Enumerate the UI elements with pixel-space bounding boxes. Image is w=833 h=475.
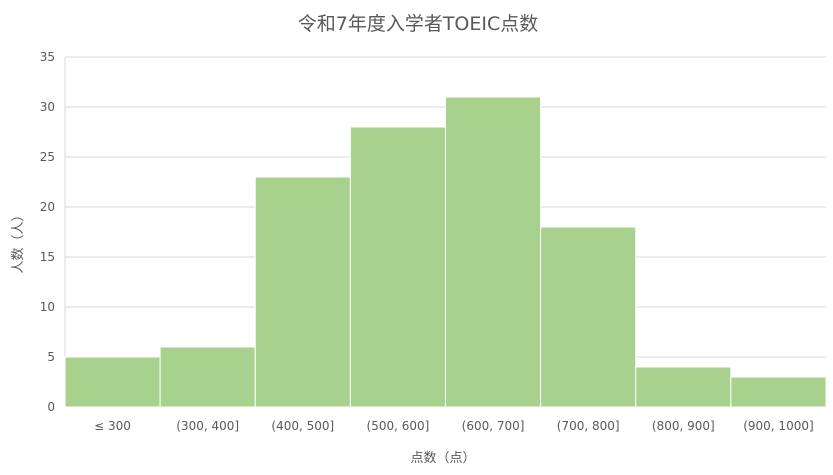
bar bbox=[730, 376, 827, 408]
x-tick-label: (400, 500] bbox=[271, 419, 334, 433]
bar bbox=[635, 366, 732, 408]
x-tick-label: (700, 800] bbox=[557, 419, 620, 433]
bars bbox=[64, 96, 827, 408]
x-axis-title: 点数（点） bbox=[410, 451, 475, 466]
bar bbox=[254, 176, 351, 408]
bar bbox=[159, 346, 256, 408]
bar bbox=[64, 356, 161, 408]
y-tick-label: 25 bbox=[40, 150, 55, 164]
bar bbox=[540, 226, 637, 408]
y-tick-label: 20 bbox=[40, 200, 55, 214]
y-tick-label: 5 bbox=[47, 350, 55, 364]
y-axis-title: 人数（人） bbox=[11, 208, 26, 273]
bar bbox=[349, 126, 446, 408]
x-tick-label: (300, 400] bbox=[176, 419, 239, 433]
y-tick-label: 35 bbox=[40, 50, 55, 64]
y-tick-labels: 0 5 10 15 20 25 30 35 bbox=[40, 50, 55, 414]
y-tick-label: 15 bbox=[40, 250, 55, 264]
x-tick-label: (500, 600] bbox=[367, 419, 430, 433]
x-tick-label: (800, 900] bbox=[652, 419, 715, 433]
chart-title: 令和7年度入学者TOEIC点数 bbox=[298, 13, 539, 35]
bar bbox=[445, 96, 542, 408]
y-tick-label: 0 bbox=[47, 400, 55, 414]
y-tick-label: 30 bbox=[40, 100, 55, 114]
x-tick-labels: ≤ 300 (300, 400] (400, 500] (500, 600] (600,… bbox=[94, 419, 813, 433]
x-tick-label: ≤ 300 bbox=[94, 419, 131, 433]
x-tick-label: (900, 1000] bbox=[743, 419, 813, 433]
x-tick-label: (600, 700] bbox=[462, 419, 525, 433]
y-tick-label: 10 bbox=[40, 300, 55, 314]
